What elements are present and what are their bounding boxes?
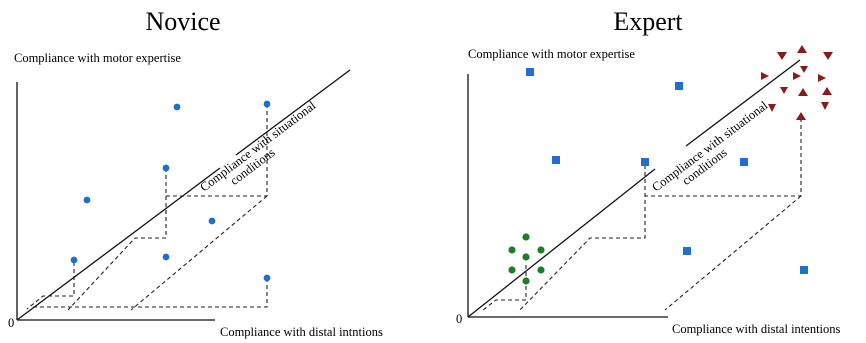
expert-triangle-point [777, 52, 787, 60]
novice-point [208, 217, 216, 225]
novice-point [162, 164, 170, 172]
expert-triangle-point [800, 66, 808, 73]
expert-circle-point [522, 277, 530, 285]
expert-square-point [526, 68, 534, 76]
expert-square-point [683, 247, 691, 255]
expert-triangle-point [822, 87, 832, 95]
novice-point [70, 256, 78, 264]
novice-point [83, 196, 91, 204]
expert-square-point [740, 158, 748, 166]
expert-triangle-cluster [761, 45, 833, 120]
expert-diagonal-axis [467, 168, 656, 318]
expert-diagonal-axis-upper [685, 59, 801, 147]
expert-panel: Expert Compliance with motor expertise 0… [456, 7, 841, 336]
expert-circle-cluster [508, 233, 545, 285]
novice-data-points [70, 100, 271, 282]
expert-triangle-point [797, 45, 807, 53]
expert-circle-point [508, 246, 516, 254]
expert-square-point [552, 156, 560, 164]
expert-circle-point [537, 266, 545, 274]
expert-triangle-point [793, 72, 801, 80]
novice-diagonal-axis [16, 167, 221, 321]
expert-y-axis-label: Compliance with motor expertise [468, 47, 635, 61]
expert-square-point [675, 82, 683, 90]
expert-circle-point [508, 266, 516, 274]
novice-diagonal-axis-upper [235, 69, 351, 156]
novice-diagonal-label: Compliance with situational conditions [197, 98, 318, 194]
novice-title: Novice [145, 7, 220, 36]
expert-circle-point [522, 253, 530, 261]
expert-triangle-point [798, 88, 808, 96]
expert-square-point [800, 266, 808, 274]
novice-point [173, 103, 181, 111]
expert-title: Expert [613, 7, 683, 36]
novice-point [263, 274, 271, 282]
novice-point [263, 100, 271, 108]
expert-origin-label: 0 [456, 312, 462, 326]
expert-square-points [526, 68, 808, 274]
expert-circle-point [522, 233, 530, 241]
novice-panel: Novice Compliance with motor expertise 0… [8, 7, 383, 339]
expert-diagonal-label: Compliance with situational conditions [649, 98, 770, 194]
novice-x-axis-label: Compliance with distal intntions [220, 325, 383, 339]
novice-y-axis-label: Compliance with motor expertise [14, 51, 181, 65]
expert-triangle-point [821, 102, 829, 110]
expert-triangle-point [818, 74, 826, 82]
expert-triangle-point [796, 112, 806, 120]
novice-origin-label: 0 [8, 316, 14, 330]
expert-triangle-point [768, 104, 776, 112]
expert-circle-point [537, 246, 545, 254]
novice-projection-lines [26, 104, 268, 311]
expert-triangle-point [823, 52, 833, 60]
expert-square-point [641, 158, 649, 166]
novice-point [162, 253, 170, 261]
expert-x-axis-label: Compliance with distal intentions [672, 322, 841, 336]
expert-triangle-point [780, 87, 788, 94]
expert-triangle-point [761, 72, 769, 80]
expert-projection-lines [482, 118, 802, 313]
svg-text:Compliance with situational: Compliance with situational [649, 98, 770, 194]
svg-text:Compliance with situational: Compliance with situational [197, 98, 318, 194]
